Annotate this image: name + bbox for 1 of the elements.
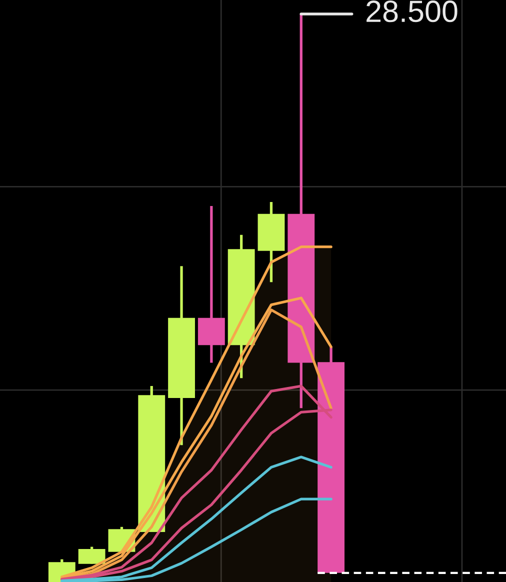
- text: 28.500: [366, 0, 458, 22]
